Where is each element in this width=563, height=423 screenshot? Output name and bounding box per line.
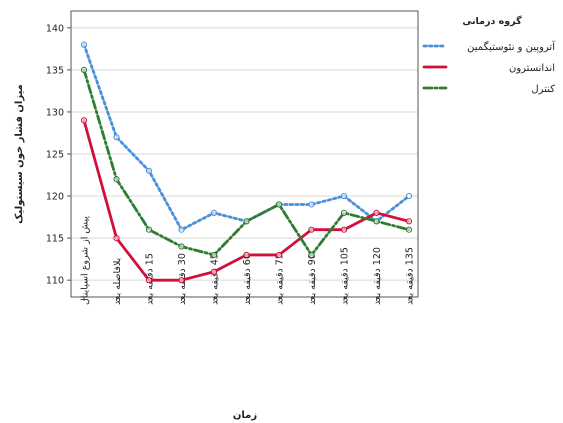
legend-label-0: آتروپین و نئوستیگمین bbox=[467, 40, 556, 53]
legend-label-2: کنترل bbox=[531, 84, 555, 95]
y-tick-label: 130 bbox=[46, 107, 64, 118]
data-point-0-2 bbox=[145, 167, 153, 174]
data-point-2-10 bbox=[405, 226, 413, 233]
x-tick-label: 75 دقیقه بعد bbox=[275, 253, 286, 305]
data-point-2-2 bbox=[145, 226, 153, 233]
data-point-2-6 bbox=[275, 201, 283, 208]
data-point-2-4 bbox=[210, 251, 218, 259]
data-point-0-0 bbox=[80, 41, 88, 48]
data-point-1-9 bbox=[373, 209, 380, 216]
x-tick-label: 90 دقیقه بعد bbox=[307, 253, 318, 305]
x-tick-label: بلافاصله بعد bbox=[112, 258, 123, 305]
data-point-1-2 bbox=[145, 277, 153, 284]
data-point-1-10 bbox=[405, 218, 413, 225]
data-point-0-4 bbox=[210, 209, 218, 216]
data-point-2-9 bbox=[373, 218, 380, 225]
y-tick-label: 110 bbox=[46, 276, 64, 287]
data-point-2-0 bbox=[80, 66, 88, 73]
data-point-1-5 bbox=[243, 251, 250, 259]
data-point-1-4 bbox=[210, 268, 218, 275]
data-point-1-0 bbox=[80, 117, 88, 124]
y-axis-title: میزان فشار خون سیستولیک bbox=[14, 84, 25, 224]
data-point-1-6 bbox=[275, 251, 283, 259]
x-tick-label: 60 دقیقه بعد bbox=[242, 253, 253, 305]
data-point-0-7 bbox=[308, 201, 315, 208]
legend-title: گروه درمانی bbox=[462, 15, 522, 27]
data-point-1-3 bbox=[178, 277, 185, 284]
y-tick-label: 125 bbox=[46, 150, 64, 161]
y-tick-label: 140 bbox=[46, 23, 64, 34]
series-line-2 bbox=[82, 68, 411, 257]
data-point-2-5 bbox=[243, 218, 250, 225]
data-point-1-8 bbox=[340, 226, 348, 233]
x-tick-label: 120 دقیقه بعد bbox=[372, 247, 383, 305]
data-point-1-1 bbox=[113, 235, 120, 242]
x-axis-title: زمان bbox=[233, 410, 257, 421]
data-point-2-3 bbox=[178, 243, 185, 250]
legend-label-1: اندانسترون bbox=[509, 63, 555, 74]
data-point-0-3 bbox=[178, 226, 185, 233]
data-point-0-10 bbox=[405, 192, 413, 200]
x-tick-label: پیش از شروع اسپاینال bbox=[80, 216, 91, 305]
series-line-0 bbox=[82, 43, 411, 232]
x-tick-label: 135 دقیقه بعد bbox=[405, 247, 416, 305]
x-tick-label: 45 دقیقه بعد bbox=[210, 253, 221, 305]
y-tick-label: 135 bbox=[46, 65, 64, 76]
data-point-2-8 bbox=[340, 209, 348, 216]
data-point-0-8 bbox=[340, 192, 348, 200]
data-point-2-1 bbox=[113, 176, 120, 183]
data-point-2-7 bbox=[308, 251, 315, 259]
data-point-0-1 bbox=[113, 134, 120, 141]
data-point-1-7 bbox=[308, 226, 315, 233]
x-tick-label: 105 دقیقه بعد bbox=[340, 247, 351, 305]
y-tick-label: 115 bbox=[46, 234, 64, 245]
y-tick-label: 120 bbox=[46, 192, 64, 203]
